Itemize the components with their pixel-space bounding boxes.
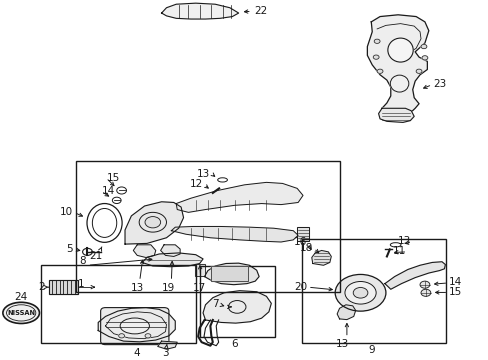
Text: 20: 20 xyxy=(293,282,306,292)
Text: 13: 13 xyxy=(130,283,143,293)
Text: 9: 9 xyxy=(367,345,374,355)
Polygon shape xyxy=(366,15,428,118)
Bar xyxy=(194,264,205,276)
Text: 13: 13 xyxy=(197,168,210,179)
Ellipse shape xyxy=(387,38,412,62)
Polygon shape xyxy=(176,183,303,212)
Text: 13: 13 xyxy=(335,339,348,348)
Bar xyxy=(211,266,247,281)
Text: 16: 16 xyxy=(293,237,306,247)
Polygon shape xyxy=(384,262,445,289)
Polygon shape xyxy=(158,341,177,349)
Text: 11: 11 xyxy=(392,246,406,256)
Circle shape xyxy=(344,282,375,304)
Text: 3: 3 xyxy=(162,348,168,358)
Text: 8: 8 xyxy=(79,256,86,266)
Bar xyxy=(76,161,339,292)
Polygon shape xyxy=(311,251,330,265)
Circle shape xyxy=(376,69,382,73)
Text: 24: 24 xyxy=(15,292,28,302)
Circle shape xyxy=(419,281,429,288)
Circle shape xyxy=(420,44,426,49)
Polygon shape xyxy=(203,291,271,323)
Text: 6: 6 xyxy=(231,339,238,348)
Circle shape xyxy=(119,334,124,338)
Text: 1: 1 xyxy=(78,279,84,289)
Circle shape xyxy=(352,288,367,298)
Polygon shape xyxy=(171,226,298,242)
Text: 15: 15 xyxy=(107,173,120,183)
Bar xyxy=(211,266,247,281)
Circle shape xyxy=(334,274,385,311)
Text: 7: 7 xyxy=(212,299,219,309)
Polygon shape xyxy=(336,305,355,320)
Ellipse shape xyxy=(3,302,40,324)
Polygon shape xyxy=(378,108,413,122)
Circle shape xyxy=(145,217,160,228)
Polygon shape xyxy=(133,245,156,257)
Text: 15: 15 xyxy=(448,287,462,297)
Text: 13: 13 xyxy=(397,236,410,246)
Bar xyxy=(194,264,205,276)
Ellipse shape xyxy=(389,75,408,92)
Text: 23: 23 xyxy=(433,78,446,89)
Polygon shape xyxy=(125,202,183,244)
Polygon shape xyxy=(98,307,175,342)
Polygon shape xyxy=(160,245,180,256)
Text: 18: 18 xyxy=(299,243,312,253)
Circle shape xyxy=(421,56,427,60)
Bar xyxy=(297,227,309,241)
Circle shape xyxy=(145,334,151,338)
Text: 12: 12 xyxy=(189,179,203,189)
Text: 2: 2 xyxy=(38,282,44,292)
Bar xyxy=(302,239,445,343)
Text: NISSAN: NISSAN xyxy=(7,310,35,316)
Circle shape xyxy=(373,39,379,43)
Text: 21: 21 xyxy=(89,251,102,261)
Text: 5: 5 xyxy=(66,244,73,255)
Polygon shape xyxy=(142,253,203,267)
Bar xyxy=(49,280,78,294)
Text: 4: 4 xyxy=(134,348,140,358)
Polygon shape xyxy=(204,263,259,285)
Text: 10: 10 xyxy=(60,207,73,217)
Bar xyxy=(49,280,78,294)
Circle shape xyxy=(372,55,378,59)
Text: 14: 14 xyxy=(102,186,115,196)
FancyBboxPatch shape xyxy=(101,307,168,345)
Circle shape xyxy=(420,289,430,296)
Text: 22: 22 xyxy=(254,6,267,16)
Polygon shape xyxy=(161,3,238,19)
Text: 14: 14 xyxy=(448,277,462,287)
Circle shape xyxy=(415,69,421,73)
Bar xyxy=(41,265,195,343)
Ellipse shape xyxy=(120,318,149,334)
Bar xyxy=(297,227,309,241)
Bar xyxy=(199,266,275,337)
Text: 19: 19 xyxy=(162,283,175,293)
Text: 17: 17 xyxy=(193,283,206,293)
